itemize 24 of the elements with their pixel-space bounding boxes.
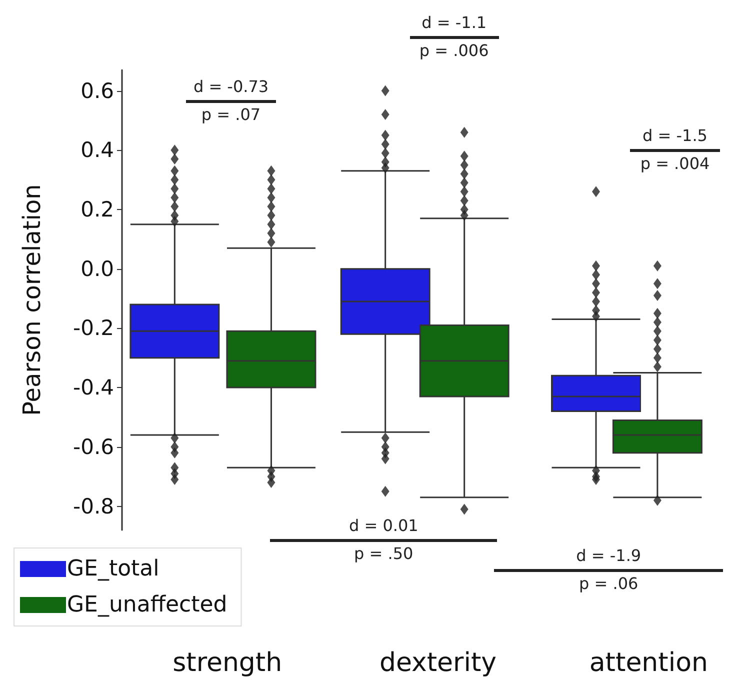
text: p = .06 bbox=[579, 574, 638, 593]
y-axis-title: Pearson correlation bbox=[18, 184, 46, 416]
annotation: p = .07 bbox=[201, 105, 261, 124]
legend-label: GE_total bbox=[67, 556, 160, 582]
y-tick-label: 0.4 bbox=[80, 138, 114, 162]
annotation: p = .004 bbox=[640, 154, 710, 173]
y-tick-label: 0.6 bbox=[80, 78, 114, 103]
y-tick-label: -0.2 bbox=[73, 316, 114, 340]
x-tick-label: attention bbox=[589, 648, 708, 678]
y-tick-label: -0.8 bbox=[73, 494, 114, 518]
text: d = -1.1 bbox=[422, 13, 487, 32]
annotation: d = -0.73 bbox=[193, 77, 269, 96]
annotation: d = 0.01 bbox=[348, 516, 418, 535]
x-tick-label: strength bbox=[172, 648, 282, 678]
y-tick-label: 0.0 bbox=[80, 256, 114, 281]
y-tick-label: -0.6 bbox=[73, 434, 114, 459]
legend-label: GE_unaffected bbox=[67, 592, 228, 618]
y-tick-label: 0.2 bbox=[80, 197, 114, 222]
text: p = .006 bbox=[419, 41, 489, 60]
y-tick-label: -0.4 bbox=[73, 376, 114, 400]
x-tick-label: dexterity bbox=[379, 648, 497, 678]
annotation: d = -1.5 bbox=[642, 126, 708, 145]
text: p = .50 bbox=[354, 544, 414, 563]
text: d = -1.9 bbox=[576, 546, 642, 565]
